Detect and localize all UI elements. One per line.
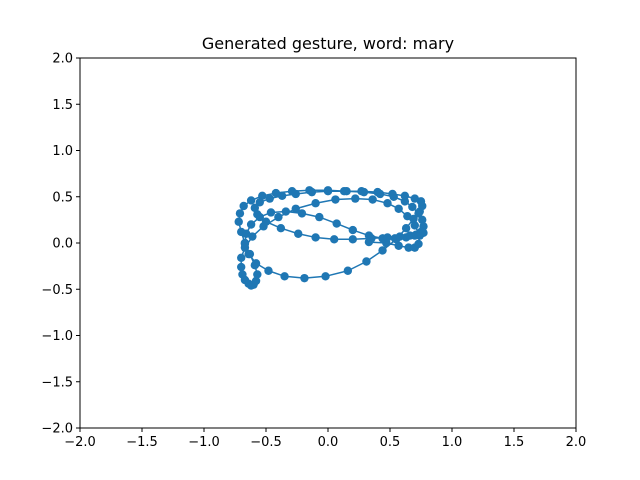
data-point xyxy=(276,224,286,233)
data-point xyxy=(277,191,287,201)
x-tick-label: 0.0 xyxy=(318,435,339,450)
data-point xyxy=(409,214,418,224)
data-point xyxy=(348,225,357,235)
x-tick-label: 1.0 xyxy=(442,435,463,450)
data-point xyxy=(323,187,333,196)
data-point xyxy=(246,220,256,229)
data-point xyxy=(373,187,382,197)
data-point xyxy=(414,239,423,249)
data-point xyxy=(240,239,250,249)
x-tick-label: −1.0 xyxy=(188,435,220,450)
data-point xyxy=(234,217,243,226)
x-axis: −2.0 −1.5 −1.0 −0.5 0.0 0.5 1.0 1.5 2.0 xyxy=(64,428,586,450)
data-point xyxy=(253,270,262,279)
data-point xyxy=(291,204,300,213)
data-point xyxy=(237,262,246,272)
data-point xyxy=(332,219,341,228)
data-point xyxy=(311,233,320,242)
data-point xyxy=(266,208,276,217)
data-point xyxy=(362,257,371,266)
x-tick-label: −0.5 xyxy=(250,435,282,450)
y-tick-label: −0.5 xyxy=(41,283,73,298)
data-point xyxy=(419,228,428,238)
data-point xyxy=(253,210,262,219)
y-tick-label: 2.0 xyxy=(52,52,73,67)
data-point xyxy=(251,276,261,286)
data-point xyxy=(405,231,415,240)
data-point xyxy=(297,209,307,218)
data-point xyxy=(408,202,417,212)
data-point xyxy=(241,229,251,238)
x-tick-label: −1.5 xyxy=(126,435,158,450)
data-point xyxy=(274,212,283,222)
data-point xyxy=(395,232,405,241)
data-point xyxy=(330,235,339,244)
data-point xyxy=(331,195,340,204)
y-tick-label: −1.0 xyxy=(41,329,73,344)
data-point xyxy=(394,241,403,250)
data-point xyxy=(339,187,349,196)
data-point xyxy=(401,224,411,233)
y-tick-label: 1.0 xyxy=(52,144,73,159)
data-point xyxy=(250,203,260,213)
data-point xyxy=(383,233,392,242)
data-point xyxy=(378,246,387,255)
data-point xyxy=(251,259,261,268)
data-point xyxy=(246,196,256,205)
y-tick-label: 0.0 xyxy=(52,237,73,252)
data-point xyxy=(281,207,291,216)
x-tick-label: −2.0 xyxy=(64,435,96,450)
data-point xyxy=(348,235,357,244)
data-point xyxy=(261,217,271,226)
series-layer xyxy=(234,186,428,290)
data-point xyxy=(404,243,413,252)
plot-area xyxy=(79,57,577,429)
data-point xyxy=(237,253,246,262)
y-tick-label: −1.5 xyxy=(41,375,73,390)
data-point xyxy=(311,199,320,208)
chart-title: Generated gesture, word: mary xyxy=(202,34,454,53)
data-point xyxy=(343,266,353,275)
x-tick-label: 1.5 xyxy=(504,435,525,450)
data-point xyxy=(294,229,303,238)
data-point xyxy=(244,249,253,259)
y-tick-label: −2.0 xyxy=(41,422,73,437)
data-point xyxy=(264,266,273,275)
data-point xyxy=(321,272,330,281)
data-point xyxy=(280,272,289,281)
data-point xyxy=(307,187,317,197)
data-point xyxy=(368,195,377,204)
data-point xyxy=(367,234,376,243)
data-point xyxy=(315,212,324,222)
data-point xyxy=(300,273,309,283)
data-point xyxy=(239,201,248,211)
data-point xyxy=(388,189,397,199)
y-tick-label: 1.5 xyxy=(52,98,73,113)
y-tick-label: 0.5 xyxy=(52,190,73,205)
data-point xyxy=(400,191,410,201)
data-point xyxy=(265,194,274,203)
data-point xyxy=(418,215,427,225)
data-point xyxy=(383,199,392,208)
data-point xyxy=(235,209,245,218)
data-point xyxy=(255,198,264,207)
data-point xyxy=(291,189,300,199)
data-point xyxy=(410,194,419,203)
y-axis: −2.0 −1.5 −1.0 −0.5 0.0 0.5 1.0 1.5 2.0 xyxy=(41,52,80,437)
data-point xyxy=(394,204,403,213)
data-point xyxy=(351,194,360,203)
data-point xyxy=(258,191,267,201)
data-point xyxy=(410,221,419,230)
x-tick-label: 2.0 xyxy=(566,435,587,450)
data-point xyxy=(357,187,366,196)
x-tick-label: 0.5 xyxy=(380,435,401,450)
